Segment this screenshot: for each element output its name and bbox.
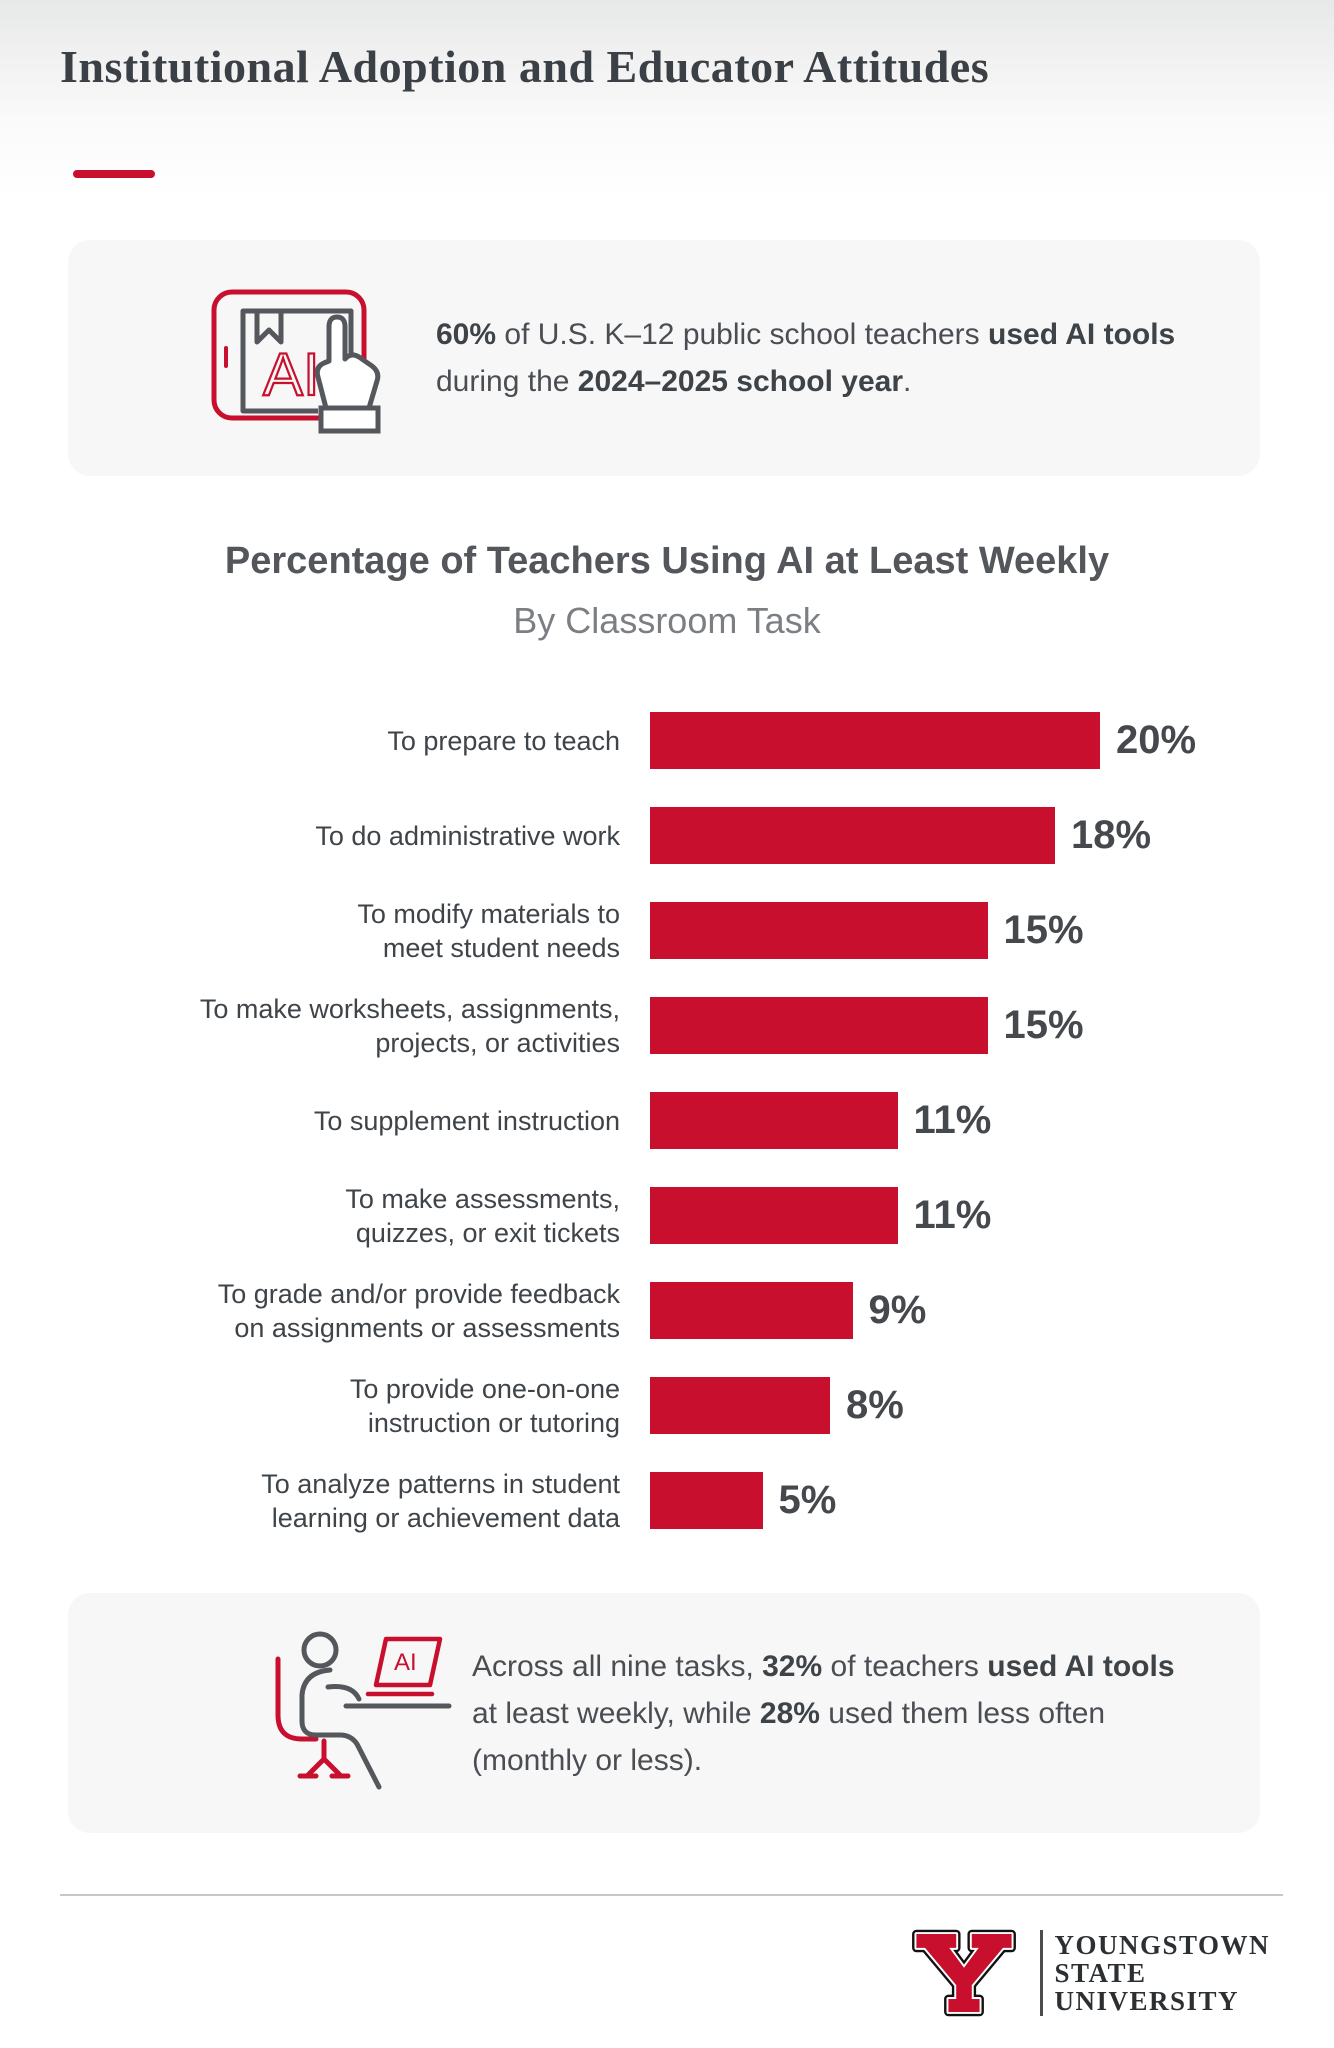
value-label: 15% — [1003, 908, 1084, 952]
chart-title: Percentage of Teachers Using AI at Least… — [224, 540, 1110, 582]
bar — [650, 1187, 898, 1244]
bar — [650, 1282, 853, 1339]
footer-divider — [60, 1894, 1283, 1896]
category-label: To grade and/or provide feedback on assig… — [217, 1278, 620, 1343]
category-label: To analyze patterns in student learning o… — [261, 1468, 620, 1533]
value-label: 15% — [1003, 1003, 1084, 1047]
category-label: To provide one-on-one instruction or tuto… — [349, 1373, 620, 1438]
wordmark-line: YOUNGSTOWN — [1054, 1930, 1270, 1960]
chart-row: To modify materials to meet student needs… — [60, 883, 1274, 978]
stat-text-bottom: Across all nine tasks, 32% of teachers u… — [472, 1649, 1175, 1777]
wordmark-line: UNIVERSITY — [1054, 1986, 1239, 2016]
category-label: To do administrative work — [315, 820, 620, 851]
university-logo: YOUNGSTOWN STATE UNIVERSITY — [899, 1928, 1270, 2018]
chart-row: To provide one-on-one instruction or tuto… — [60, 1358, 1274, 1453]
chart-row: To supplement instruction 11% — [60, 1073, 1274, 1168]
title-accent-dash — [73, 170, 155, 178]
ysu-y-logo — [912, 1929, 1017, 2017]
laptop-ai-label: AI — [394, 1649, 417, 1676]
chart-rows: To prepare to teach 20% To do administrati… — [60, 693, 1274, 1548]
value-label: 11% — [913, 1098, 992, 1142]
chart-row: To make assessments, quizzes, or exit tic… — [60, 1168, 1274, 1263]
value-label: 11% — [913, 1193, 992, 1237]
logo-divider-line — [1040, 1930, 1044, 2016]
value-label: 9% — [868, 1288, 927, 1332]
bar — [650, 1092, 898, 1149]
university-wordmark: YOUNGSTOWN STATE UNIVERSITY — [1054, 1931, 1270, 2015]
stat-card-bottom: AI Across all nine tasks, 32% of teacher… — [68, 1593, 1260, 1833]
chart-row: To prepare to teach 20% — [60, 693, 1274, 788]
stat-text-top: 60% of U.S. K–12 public school teachers … — [436, 318, 1176, 398]
value-label: 20% — [1116, 718, 1197, 762]
chart-row: To do administrative work 18% — [60, 788, 1274, 883]
category-label: To modify materials to meet student needs — [357, 898, 620, 963]
value-label: 8% — [846, 1383, 904, 1427]
bar — [650, 902, 988, 959]
category-label: To make worksheets, assignments, projects… — [199, 993, 620, 1058]
person-desk-icon: AI — [275, 1631, 452, 1790]
bar — [650, 1472, 763, 1529]
chart-row: To analyze patterns in student learning o… — [60, 1453, 1274, 1548]
chart-row: To grade and/or provide feedback on assig… — [60, 1263, 1274, 1358]
chart-subtitle: By Classroom Task — [513, 600, 821, 641]
chart-row: To make worksheets, assignments, projects… — [60, 978, 1274, 1073]
bar — [650, 1377, 830, 1434]
tablet-ai-icon: AI — [211, 289, 381, 434]
wordmark-line: STATE — [1054, 1958, 1147, 1988]
value-label: 18% — [1071, 813, 1152, 857]
bar — [650, 712, 1100, 769]
category-label: To prepare to teach — [387, 725, 620, 756]
category-label: To make assessments, quizzes, or exit tic… — [345, 1183, 620, 1248]
bar — [650, 807, 1055, 864]
stat-card-top: AI 60% of U.S. K–12 public school teache… — [68, 240, 1260, 476]
value-label: 5% — [778, 1478, 837, 1522]
category-label: To supplement instruction — [313, 1105, 620, 1136]
tablet-ai-label: AI — [263, 341, 320, 408]
bar — [650, 997, 988, 1054]
page-title: Institutional Adoption and Educator Atti… — [60, 41, 990, 92]
